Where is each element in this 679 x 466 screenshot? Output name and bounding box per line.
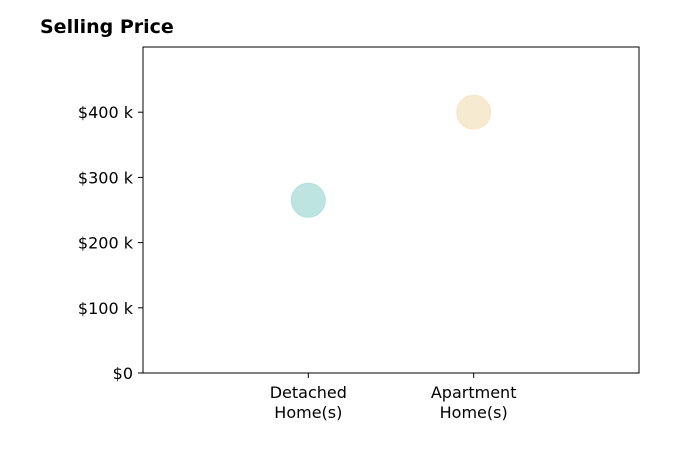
- data-point: [290, 182, 326, 218]
- y-tick-label: $100 k: [78, 299, 134, 318]
- chart-title: Selling Price: [40, 16, 174, 38]
- data-point: [456, 94, 492, 130]
- y-tick-label: $300 k: [78, 168, 134, 187]
- x-tick-label: Detached Home(s): [270, 383, 347, 422]
- y-tick-label: $200 k: [78, 234, 134, 253]
- x-tick-label: Apartment Home(s): [431, 383, 517, 422]
- plot-frame: [142, 46, 640, 374]
- y-tick-label: $0: [113, 364, 133, 383]
- y-tick-label: $400 k: [78, 103, 134, 122]
